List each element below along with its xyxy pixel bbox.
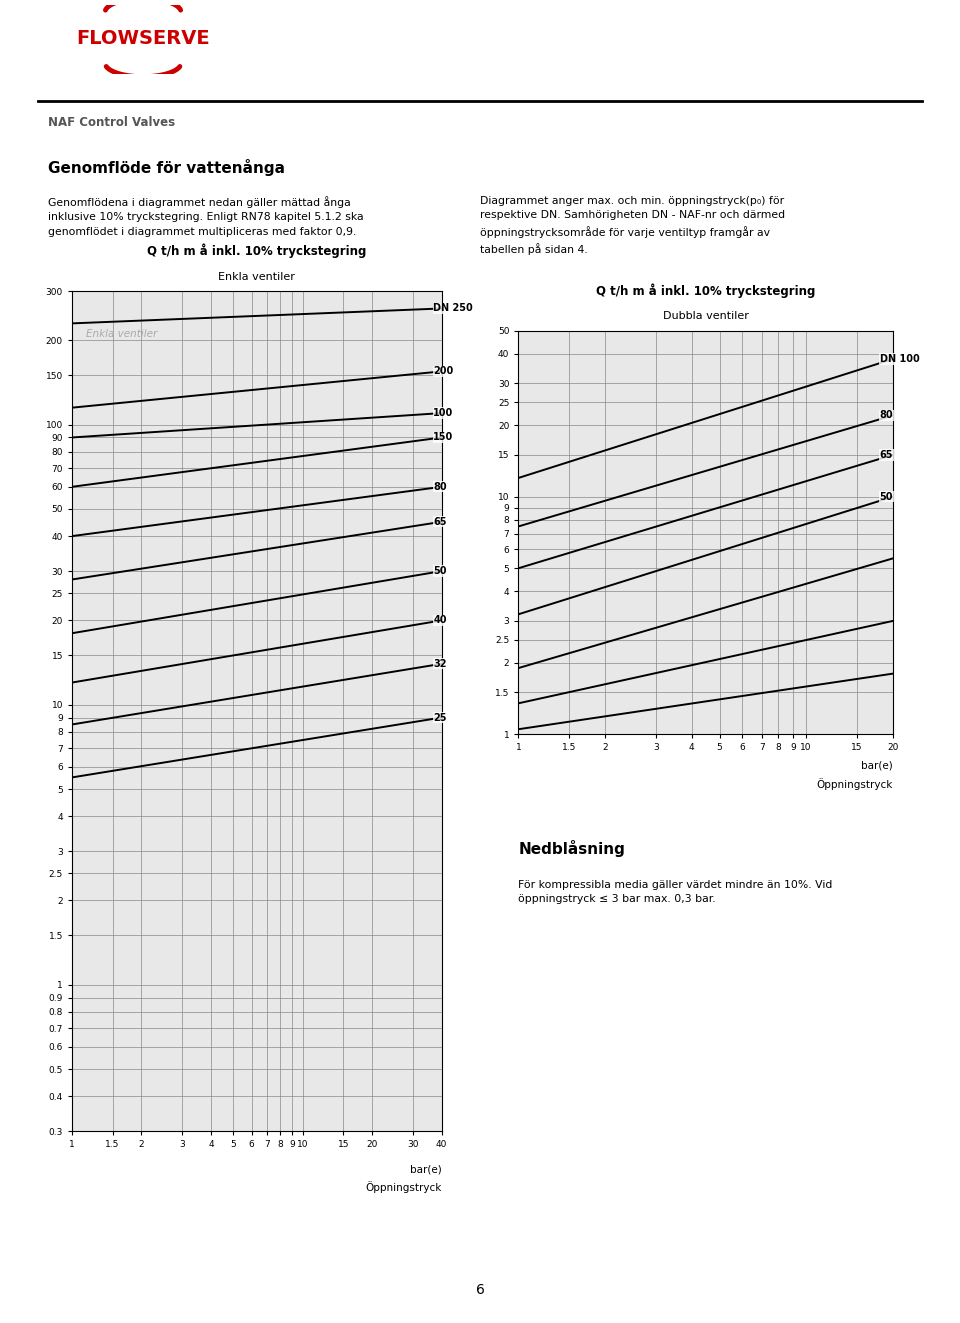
Text: FLOWSERVE: FLOWSERVE — [76, 29, 210, 48]
Text: 40: 40 — [433, 615, 446, 626]
Text: 50: 50 — [879, 492, 893, 501]
Text: DN 250: DN 250 — [433, 303, 473, 314]
Text: 25: 25 — [433, 713, 446, 722]
Text: 200: 200 — [433, 366, 453, 376]
Text: Genomflödena i diagrammet nedan gäller mättad ånga
inklusive 10% tryckstegring. : Genomflödena i diagrammet nedan gäller m… — [48, 196, 364, 237]
Text: Nedblåsning: Nedblåsning — [518, 840, 625, 857]
Text: Dubbla ventiler: Dubbla ventiler — [662, 311, 749, 321]
Text: Enkla ventiler: Enkla ventiler — [218, 271, 296, 282]
Text: Diagrammet anger max. och min. öppningstryck(p₀) för
respektive DN. Samhörighete: Diagrammet anger max. och min. öppningst… — [480, 196, 785, 255]
Text: Q t/h m å inkl. 10% tryckstegring: Q t/h m å inkl. 10% tryckstegring — [147, 243, 367, 258]
Text: DN 100: DN 100 — [879, 355, 920, 364]
Text: bar(e): bar(e) — [861, 761, 893, 771]
Text: 32: 32 — [433, 659, 446, 669]
Text: Genomflöde för vattenånga: Genomflöde för vattenånga — [48, 159, 285, 176]
Text: Q t/h m å inkl. 10% tryckstegring: Q t/h m å inkl. 10% tryckstegring — [596, 283, 815, 298]
Text: 150: 150 — [433, 433, 453, 442]
Text: Öppningstryck: Öppningstryck — [816, 778, 893, 790]
Text: NAF Control Valves: NAF Control Valves — [48, 116, 175, 130]
Text: För kompressibla media gäller värdet mindre än 10%. Vid
öppningstryck ≤ 3 bar ma: För kompressibla media gäller värdet min… — [518, 880, 832, 904]
Text: 65: 65 — [433, 517, 446, 527]
Text: 6: 6 — [475, 1283, 485, 1297]
Text: bar(e): bar(e) — [410, 1164, 442, 1175]
Text: 80: 80 — [433, 482, 446, 492]
Text: 50: 50 — [433, 566, 446, 576]
Text: 100: 100 — [433, 407, 453, 418]
Text: 80: 80 — [879, 410, 893, 421]
Text: 65: 65 — [879, 450, 893, 460]
Text: Öppningstryck: Öppningstryck — [365, 1181, 442, 1193]
Text: Enkla ventiler: Enkla ventiler — [86, 329, 157, 339]
